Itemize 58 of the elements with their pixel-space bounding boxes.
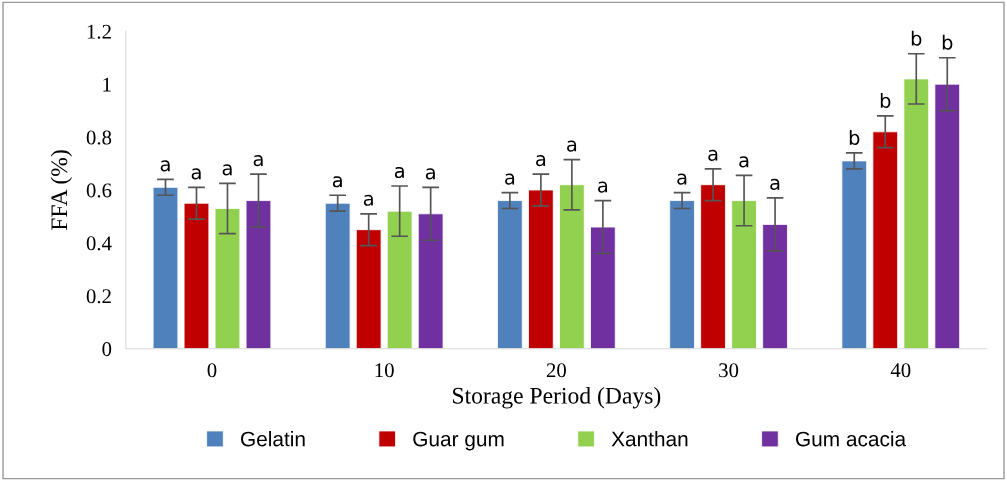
bar [762,223,788,349]
bar [324,202,351,349]
annotation: a [191,168,201,180]
bar [559,184,585,349]
y-axis-title: FFA (%) [50,150,73,231]
bar [700,184,726,349]
bar [245,200,272,349]
annotation: a [363,194,373,206]
y-tick-label: 1 [103,77,111,92]
annotation: a [598,181,608,193]
bar [386,210,413,349]
annotation: a [253,155,263,167]
y-tick-label: 0.2 [86,289,111,304]
bar [183,202,210,349]
annotation: a [567,140,577,152]
bar [497,200,523,349]
bar [934,83,961,349]
bar [872,131,899,349]
x-tick-label: 20 [546,363,566,378]
annotation: a [505,173,515,185]
y-tick-label: 1.2 [87,24,111,39]
bar [669,200,695,349]
bar [417,213,444,349]
y-tick-label: 0.6 [86,183,112,198]
x-tick-label: 0 [207,363,217,378]
annotation: a [708,149,718,161]
x-tick-label: 10 [375,363,394,378]
y-tick-label: 0.8 [86,130,112,145]
annotation: a [222,164,232,176]
annotation: b [942,34,953,50]
annotation: a [425,168,435,180]
x-axis-title: Storage Period (Days) [453,387,661,409]
bar [355,229,382,349]
y-tick-label: 0 [102,342,112,357]
annotation: b [880,92,891,108]
legend-label: Guar gum [413,431,504,451]
annotation: a [677,173,687,185]
bar [590,226,616,349]
bar [841,160,868,349]
bar [731,200,757,349]
annotation: a [536,155,546,167]
y-tick-label: 0.4 [86,236,112,251]
annotation: a [739,156,749,168]
legend-label: Xanthan [611,431,688,447]
annotation: a [770,178,780,190]
annotation: a [160,160,170,172]
annotation: a [332,176,342,188]
annotation: b [849,129,860,146]
bar [214,208,241,349]
annotation: b [911,30,922,46]
bar [152,186,179,349]
legend-label: Gum acacia [796,431,907,447]
bar [903,78,930,349]
annotation: a [394,166,404,179]
legend-label: Gelatin [241,431,305,447]
x-tick-label: 40 [890,363,911,378]
bar [528,189,554,349]
x-tick-label: 30 [719,363,739,378]
